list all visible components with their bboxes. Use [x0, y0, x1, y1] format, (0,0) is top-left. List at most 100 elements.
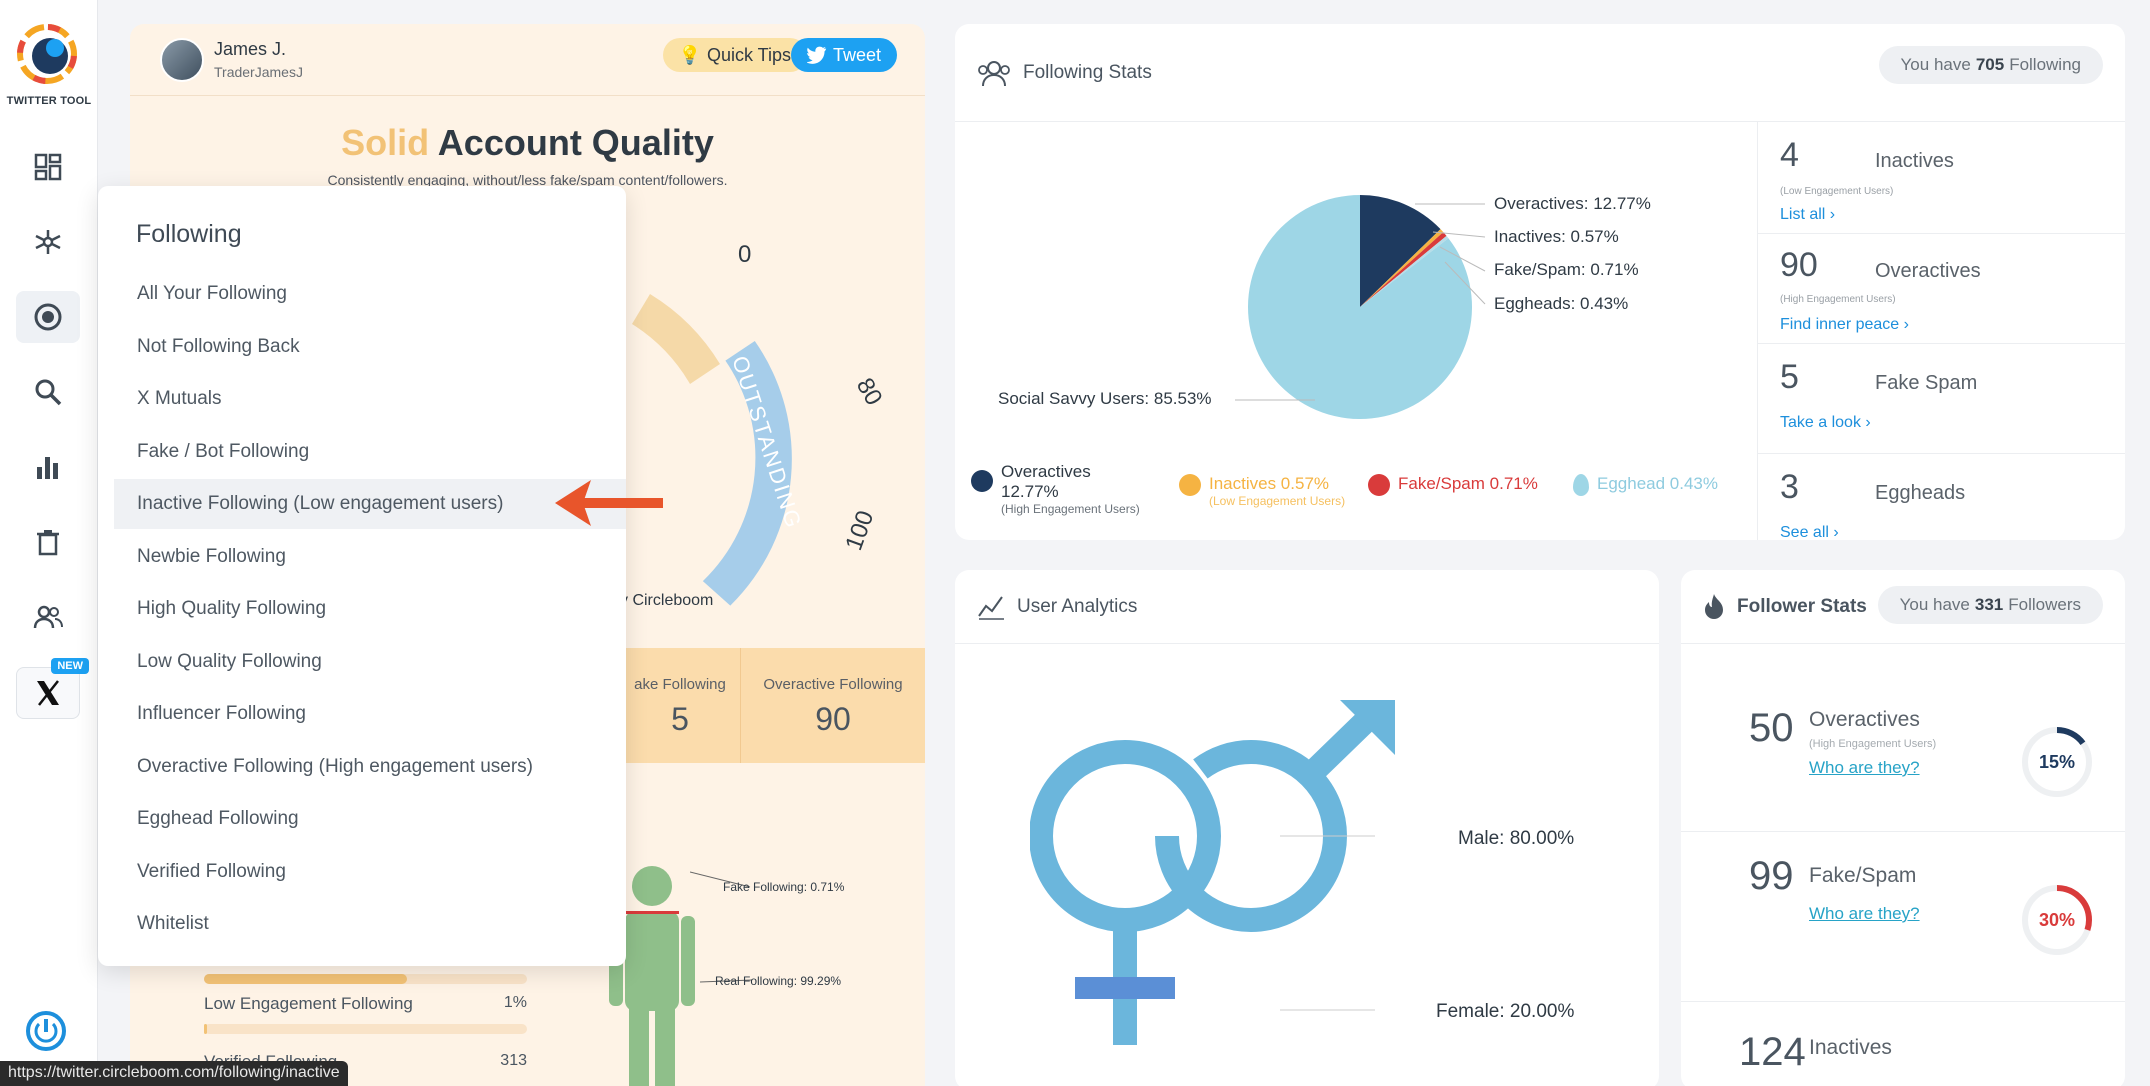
female-pct-label: Female: 20.00%	[1436, 1001, 1575, 1022]
follower-count-pill: You have 331 Followers	[1877, 586, 2103, 624]
pie-label-eggheads: Eggheads: 0.43%	[1494, 294, 1629, 313]
list-all-link[interactable]: List all ›	[1780, 206, 1836, 223]
menu-item-x-mutuals[interactable]: X Mutuals	[137, 388, 222, 409]
dashboard-icon	[34, 153, 62, 181]
low-engagement-fill	[204, 1024, 208, 1034]
ring-fill	[2022, 885, 2092, 955]
side-inactives-name: Inactives	[1875, 150, 1954, 172]
following-count-pill: You have 705 Following	[1878, 46, 2103, 84]
legend-inactive-sub: (Low Engagement Users)	[1209, 494, 1346, 508]
low-engagement-label: Low Engagement Following	[204, 994, 413, 1013]
menu-item-not-following-back[interactable]: Not Following Back	[137, 336, 300, 357]
bird-icon	[806, 46, 827, 64]
sidebar: TWITTER TOOL NEW	[0, 0, 98, 1086]
ring-pct-label: 30%	[2039, 910, 2075, 930]
who-are-they-fake-link[interactable]: Who are they?	[1809, 904, 1920, 923]
legend-egg-text: Egghead 0.43%	[1597, 474, 1718, 493]
legend-overactives: Overactives 12.77% (High Engagement User…	[971, 462, 1140, 516]
side-overactives-name: Overactives	[1875, 260, 1981, 282]
follower-overactives-num: 50	[1749, 706, 1794, 750]
verified-count: 313	[500, 1052, 527, 1069]
quick-tips-label: Quick Tips	[706, 44, 791, 65]
side-stat-overactives: 90 Overactives (High Engagement Users) F…	[1758, 234, 2125, 344]
nav-analytics[interactable]	[16, 441, 80, 493]
profile-header: James J. TraderJamesJ 💡 Quick Tips Tweet	[130, 24, 925, 96]
menu-item-newbie[interactable]: Newbie Following	[137, 546, 286, 567]
logo-text: TWITTER TOOL	[6, 95, 92, 107]
fake-following-label: ake Following	[634, 676, 726, 693]
sad-face-icon	[1179, 474, 1201, 496]
top-progress-fill	[204, 974, 408, 984]
overactive-following-stat: Overactive Following 90	[740, 648, 925, 763]
trash-icon	[37, 530, 59, 556]
menu-item-overactive[interactable]: Overactive Following (High engagement us…	[137, 756, 534, 777]
status-bar-url: https://twitter.circleboom.com/following…	[0, 1061, 348, 1086]
pie-label-overactives: Overactives: 12.77%	[1494, 194, 1651, 213]
power-icon[interactable]	[25, 1010, 67, 1052]
pie-slice-inactives	[1360, 229, 1444, 307]
female-symbol-bar	[1075, 977, 1175, 999]
user-analytics-header: User Analytics	[955, 570, 1659, 644]
gender-chart	[1030, 700, 1395, 1045]
menu-item-all-following[interactable]: All Your Following	[137, 283, 287, 304]
legend-inactives: Inactives 0.57% (Low Engagement Users)	[1179, 474, 1345, 508]
nav-network[interactable]	[16, 216, 80, 268]
follower-inactives-name: Inactives	[1809, 1036, 1892, 1059]
gauge-tick-partial: 0	[738, 241, 751, 268]
real-following-pct: Real Following: 99.29%	[715, 974, 842, 988]
tweet-button[interactable]: Tweet	[790, 38, 897, 72]
nav-dashboard[interactable]	[16, 141, 80, 193]
see-all-link[interactable]: See all ›	[1780, 524, 1839, 540]
users-icon	[33, 605, 63, 629]
menu-item-influencer[interactable]: Influencer Following	[137, 703, 306, 724]
who-are-they-overactives-link[interactable]: Who are they?	[1809, 758, 1920, 777]
egg-icon	[1573, 474, 1589, 496]
nav-delete[interactable]	[16, 516, 80, 568]
x-logo-icon	[37, 680, 59, 706]
lightbulb-icon: 💡	[678, 44, 701, 65]
quality-subtitle: Consistently engaging, without/less fake…	[327, 172, 728, 188]
find-inner-peace-link[interactable]: Find inner peace ›	[1780, 316, 1909, 333]
menu-item-verified[interactable]: Verified Following	[137, 861, 286, 882]
nav-followers[interactable]	[16, 591, 80, 643]
angry-face-icon	[1368, 474, 1390, 496]
side-eggheads-num: 3	[1780, 468, 1799, 506]
follower-fake-name: Fake/Spam	[1809, 864, 1917, 887]
user-handle: TraderJamesJ	[214, 64, 303, 80]
side-eggheads-name: Eggheads	[1875, 482, 1966, 504]
following-stats-header: Following Stats	[955, 24, 2125, 122]
follower-stats-card: Follower Stats You have 331 Followers 50 O…	[1681, 570, 2125, 1086]
legend-fake: Fake/Spam 0.71%	[1368, 474, 1538, 496]
pie-slice-fake-spam	[1360, 232, 1447, 307]
menu-item-fake-bot[interactable]: Fake / Bot Following	[137, 441, 310, 462]
quick-tips-button[interactable]: 💡 Quick Tips	[662, 38, 807, 72]
take-a-look-link[interactable]: Take a look ›	[1780, 414, 1871, 431]
following-count: 705	[1975, 55, 2005, 74]
brain-icon	[971, 470, 993, 492]
network-icon	[35, 230, 61, 254]
menu-item-high-quality[interactable]: High Quality Following	[137, 598, 327, 619]
new-badge: NEW	[51, 658, 89, 674]
fake-following-value: 5	[671, 701, 689, 737]
nav-following[interactable]	[16, 291, 80, 343]
circle-target-icon	[34, 303, 62, 331]
menu-item-whitelist[interactable]: Whitelist	[137, 913, 209, 934]
pill-suffix: Following	[2009, 55, 2081, 74]
avatar[interactable]	[160, 37, 204, 82]
fake-ring: 30%	[2022, 885, 2092, 955]
gauge-tick-80: 80	[851, 374, 888, 411]
gauge-band-outstanding	[702, 341, 792, 606]
menu-item-low-quality[interactable]: Low Quality Following	[137, 651, 322, 672]
quality-title-rest: Account Quality	[429, 122, 714, 163]
gauge-band-solid	[632, 294, 720, 384]
gauge-tick-100: 100	[840, 507, 879, 554]
nav-x[interactable]: NEW	[16, 658, 89, 719]
user-name: James J.	[214, 39, 287, 59]
following-stats-card: Following Stats You have 705 Following Ove…	[955, 24, 2125, 540]
app-logo-icon[interactable]	[17, 24, 77, 84]
nav-search[interactable]	[16, 366, 80, 418]
fake-following-pct: Fake Following: 0.71%	[723, 880, 845, 894]
side-stat-inactives: 4 Inactives (Low Engagement Users) List …	[1758, 122, 2125, 234]
menu-item-inactive[interactable]: Inactive Following (Low engagement users…	[114, 479, 626, 529]
menu-item-egghead[interactable]: Egghead Following	[137, 808, 299, 829]
